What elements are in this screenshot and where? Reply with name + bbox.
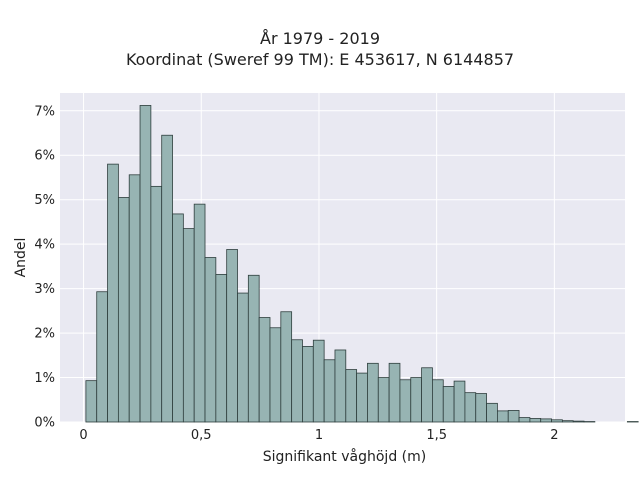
y-axis-title: Andel xyxy=(13,238,29,278)
x-tick-label: 0,5 xyxy=(191,428,212,443)
histogram-bar xyxy=(107,163,119,423)
histogram-bar xyxy=(464,392,477,423)
histogram-bar xyxy=(302,346,314,423)
histogram-bar xyxy=(572,420,585,423)
x-tick-label: 0 xyxy=(79,428,87,443)
histogram-bar xyxy=(334,349,347,423)
histogram-bar xyxy=(85,380,98,423)
chart-title-line-2: Koordinat (Sweref 99 TM): E 453617, N 61… xyxy=(125,50,515,69)
histogram-bar xyxy=(237,292,249,423)
histogram-bar xyxy=(518,417,531,423)
histogram-bar xyxy=(442,386,455,423)
x-axis-title: Signifikant våghöjd (m) xyxy=(263,448,426,465)
histogram-bar xyxy=(529,418,542,423)
histogram-bar xyxy=(182,228,195,423)
histogram-bar xyxy=(215,273,228,423)
histogram-bar xyxy=(226,249,238,423)
histogram-bar xyxy=(421,367,433,423)
histogram-bar xyxy=(377,377,390,423)
histogram-bar xyxy=(345,369,358,423)
histogram-bar xyxy=(172,213,184,423)
histogram-bar xyxy=(128,174,141,423)
x-tick-label: 1 xyxy=(315,428,323,443)
histogram-bar xyxy=(139,105,152,423)
histogram-bar xyxy=(161,134,173,423)
histogram-bar xyxy=(551,419,563,423)
y-tick-label: 2% xyxy=(34,327,55,342)
histogram-bar xyxy=(356,372,368,423)
y-tick-label: 0% xyxy=(34,416,55,431)
y-tick-label: 7% xyxy=(34,104,55,119)
y-tick-label: 1% xyxy=(34,371,55,386)
histogram-bar xyxy=(150,185,163,423)
y-tick-label: 3% xyxy=(34,282,55,297)
histogram-bar xyxy=(96,291,108,423)
histogram-bar xyxy=(399,379,412,423)
axis-ticks: 0 0,5 1 1,5 2 0% 1% 2% 3% 4% 5% 6% 7% xyxy=(34,104,558,443)
histogram-bar xyxy=(247,274,260,423)
histogram-bar xyxy=(475,393,487,423)
histogram-bar xyxy=(291,339,303,423)
histogram-bar xyxy=(323,359,336,423)
histogram-bar xyxy=(486,402,498,423)
histogram-bar xyxy=(432,379,444,423)
grid-lines xyxy=(60,93,625,423)
histogram-bar xyxy=(388,362,401,423)
histogram-bar xyxy=(269,327,282,423)
histogram-bar xyxy=(453,380,466,423)
histogram-bar xyxy=(367,362,379,423)
histogram-bars xyxy=(85,105,639,423)
histogram-bar xyxy=(280,311,293,423)
y-tick-label: 6% xyxy=(34,149,55,164)
histogram-bar xyxy=(410,377,423,423)
y-tick-label: 5% xyxy=(34,193,55,208)
histogram-bar xyxy=(507,410,520,423)
histogram-bar xyxy=(312,339,325,423)
histogram-bar xyxy=(193,203,206,423)
histogram-bar xyxy=(561,420,574,423)
histogram-bar xyxy=(258,317,271,423)
histogram-bar xyxy=(204,257,217,423)
histogram-bar xyxy=(497,410,509,423)
chart-title-line-1: År 1979 - 2019 xyxy=(260,29,380,48)
x-tick-label: 1,5 xyxy=(426,428,447,443)
y-tick-label: 4% xyxy=(34,238,55,253)
histogram-bar xyxy=(540,418,552,423)
histogram-bar xyxy=(117,197,130,423)
x-tick-label: 2 xyxy=(550,428,558,443)
